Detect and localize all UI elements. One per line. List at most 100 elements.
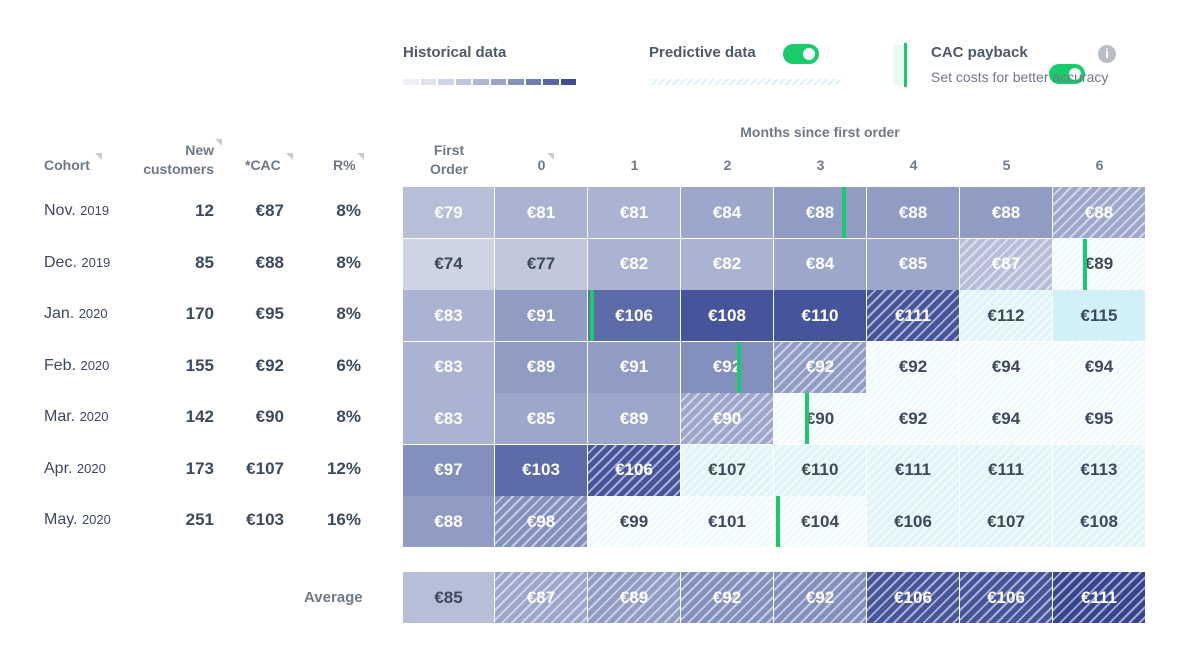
first-order-cell[interactable]: €83 <box>403 290 494 341</box>
month-header-0[interactable]: 0 <box>537 157 546 173</box>
average-cell[interactable]: €106 <box>960 572 1052 623</box>
month-cell[interactable]: €95 <box>1053 393 1145 444</box>
new-customers-header[interactable]: New customers <box>120 141 214 179</box>
month-header-1[interactable]: 1 <box>630 157 639 173</box>
month-cell[interactable]: €88 <box>774 187 866 238</box>
cell-value: €83 <box>434 408 463 428</box>
cell-value: €104 <box>801 511 839 531</box>
cohort-year: 2020 <box>79 409 109 424</box>
month-header-4[interactable]: 4 <box>909 157 918 173</box>
month-cell[interactable]: €91 <box>495 290 587 341</box>
month-cell[interactable]: €112 <box>960 290 1052 341</box>
month-cell[interactable]: €111 <box>960 444 1052 496</box>
predictive-data-label: Predictive data <box>649 44 756 61</box>
month-cell[interactable]: €82 <box>681 238 773 290</box>
month-cell[interactable]: €103 <box>495 444 587 496</box>
first-order-cell[interactable]: €79 <box>403 187 494 238</box>
cohort-label: May. 2020 <box>44 511 111 529</box>
cohort-month: Nov. <box>44 202 76 219</box>
month-cell[interactable]: €107 <box>681 444 773 496</box>
month-cell[interactable]: €88 <box>960 187 1052 238</box>
month-cell[interactable]: €94 <box>1053 341 1145 393</box>
average-cell[interactable]: €92 <box>774 572 866 623</box>
average-cell[interactable]: €111 <box>1053 572 1145 623</box>
month-cell[interactable]: €110 <box>774 290 866 341</box>
month-cell[interactable]: €88 <box>867 187 959 238</box>
cell-value: €82 <box>712 254 742 273</box>
month-cell[interactable]: €89 <box>588 393 680 444</box>
month-cell[interactable]: €98 <box>495 496 587 547</box>
month-cell[interactable]: €94 <box>960 393 1052 444</box>
predictive-data-toggle[interactable] <box>783 44 819 64</box>
month-header-5[interactable]: 5 <box>1002 157 1011 173</box>
new-customers-value: 170 <box>185 304 214 323</box>
month-cell[interactable]: €106 <box>588 290 680 341</box>
month-cell[interactable]: €85 <box>867 238 959 290</box>
average-cell[interactable]: €92 <box>681 572 773 623</box>
historical-scale-swatch <box>508 79 524 85</box>
month-cell[interactable]: €89 <box>495 341 587 393</box>
month-cell[interactable]: €87 <box>960 238 1052 290</box>
month-cell[interactable]: €106 <box>588 444 680 496</box>
average-cell[interactable]: €89 <box>588 572 680 623</box>
average-cell[interactable]: €85 <box>403 572 494 623</box>
cell-value: €94 <box>991 408 1021 428</box>
first-order-cell[interactable]: €83 <box>403 393 494 444</box>
month-cell[interactable]: €110 <box>774 444 866 496</box>
month-cell[interactable]: €92 <box>681 341 773 393</box>
month-header-3[interactable]: 3 <box>816 157 825 173</box>
first-order-header-line1: First <box>433 142 465 158</box>
first-order-cell[interactable]: €83 <box>403 341 494 393</box>
month-cell[interactable]: €82 <box>588 238 680 290</box>
month-cell[interactable]: €113 <box>1053 444 1145 496</box>
retention-header[interactable]: R% <box>333 157 356 173</box>
first-order-cell[interactable]: €74 <box>403 238 494 290</box>
first-order-header-line2: Order <box>429 161 469 177</box>
month-cell[interactable]: €104 <box>774 496 866 547</box>
month-cell[interactable]: €99 <box>588 496 680 547</box>
month-cell[interactable]: €108 <box>1053 496 1145 547</box>
month-cell[interactable]: €106 <box>867 496 959 547</box>
cac-header[interactable]: *CAC <box>245 157 281 173</box>
historical-scale-swatch <box>403 79 419 85</box>
month-cell[interactable]: €89 <box>1053 238 1145 290</box>
cohort-label: Feb. 2020 <box>44 357 109 375</box>
month-cell[interactable]: €90 <box>774 393 866 444</box>
month-cell[interactable]: €111 <box>867 444 959 496</box>
month-cell[interactable]: €111 <box>867 290 959 341</box>
month-cell[interactable]: €94 <box>960 341 1052 393</box>
month-cell[interactable]: €101 <box>681 496 773 547</box>
month-cell[interactable]: €92 <box>867 393 959 444</box>
month-cell[interactable]: €84 <box>774 238 866 290</box>
new-customers-value: 155 <box>185 355 214 375</box>
month-cell[interactable]: €81 <box>588 187 680 238</box>
month-cell[interactable]: €92 <box>774 341 866 393</box>
month-cell[interactable]: €88 <box>1053 187 1145 238</box>
cac-payback-marker <box>590 290 594 341</box>
month-cell[interactable]: €90 <box>681 393 773 444</box>
month-cell[interactable]: €91 <box>588 341 680 393</box>
month-cell[interactable]: €84 <box>681 187 773 238</box>
cohort-header[interactable]: Cohort <box>44 157 90 173</box>
month-header-2[interactable]: 2 <box>723 157 732 173</box>
first-order-cell[interactable]: €97 <box>403 444 494 496</box>
month-header-6[interactable]: 6 <box>1095 157 1104 173</box>
cell-value: €106 <box>615 305 653 325</box>
month-cell[interactable]: €115 <box>1053 290 1145 341</box>
cell-value: €110 <box>801 460 839 479</box>
month-cell[interactable]: €92 <box>867 341 959 393</box>
info-icon[interactable]: i <box>1098 45 1116 63</box>
month-cell[interactable]: €81 <box>495 187 587 238</box>
cell-value: €89 <box>526 357 556 376</box>
month-cell[interactable]: €85 <box>495 393 587 444</box>
first-order-cell[interactable]: €88 <box>403 496 494 547</box>
cohort-label: Mar. 2020 <box>44 408 109 426</box>
cac-value: €88 <box>255 252 284 272</box>
average-cell[interactable]: €87 <box>495 572 587 623</box>
cac-payback-toggle[interactable] <box>1049 64 1085 84</box>
month-cell[interactable]: €108 <box>681 290 773 341</box>
month-cell[interactable]: €107 <box>960 496 1052 547</box>
cohort-year: 2020 <box>81 512 111 527</box>
month-cell[interactable]: €77 <box>495 238 587 290</box>
average-cell[interactable]: €106 <box>867 572 959 623</box>
